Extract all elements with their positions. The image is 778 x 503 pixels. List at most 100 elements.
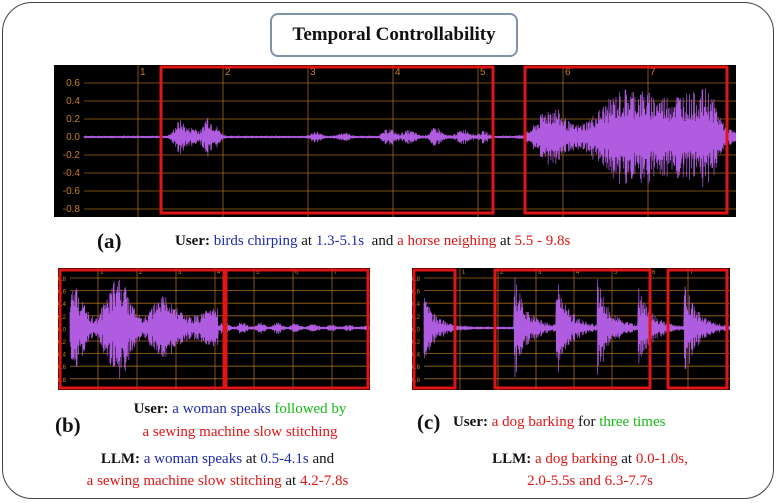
x-tick-label: 6 (565, 67, 571, 78)
panel-c-llm-line2: 2.0-5.5s and 6.3-7.7s (420, 473, 760, 490)
y-tick-label: 0.2 (412, 315, 421, 321)
event-dog: a dog barking (535, 451, 618, 467)
llm-label: LLM: (100, 451, 140, 467)
event-birds: birds chirping (213, 233, 298, 249)
x-tick-label: 7 (334, 270, 338, 276)
y-tick-label: 0.4 (66, 96, 80, 107)
time-bark1: 0.0-1.0s, (635, 451, 688, 467)
panel-a-caption: User: birds chirping at 1.3-5.1s and a h… (175, 233, 570, 250)
x-tick-label: 6 (652, 270, 656, 276)
x-tick-label: 1 (140, 67, 146, 78)
waveform-trace (83, 88, 736, 188)
y-tick-label: -0.6 (63, 186, 81, 197)
waveform-b: 0.8 0.6 0.4 0.2 0.0 -0.2 -0.4 -0.6 -0.8 1 2 3 4 5 6 7 (58, 268, 370, 390)
figure-title: Temporal Controllability (270, 13, 518, 57)
x-tick-label: 2 (500, 270, 504, 276)
event-horse: a horse neighing (397, 233, 497, 249)
x-tick-label: 6 (295, 270, 299, 276)
y-tick-label: -0.4 (63, 168, 81, 179)
x-tick-label: 4 (395, 67, 401, 78)
panel-c-llm-line1: LLM: a dog barking at 0.0-1.0s, (420, 451, 760, 468)
x-tick-label: 1 (100, 270, 104, 276)
and-text: and (308, 451, 335, 467)
x-tick-label: 5 (256, 270, 260, 276)
panel-b-llm-line1: LLM: a woman speaks at 0.5-4.1s and (40, 451, 395, 468)
at-text: at (297, 233, 316, 249)
and-text: and (364, 233, 398, 249)
waveform-a: 0.6 0.4 0.2 0.0 -0.2 -0.4 -0.6 -0.8 1 2 3 4 5 6 7 (54, 65, 736, 217)
x-tick-label: 5 (480, 67, 486, 78)
time-sewing: 4.2-7.8s (299, 473, 349, 489)
x-tick-label: 3 (310, 67, 316, 78)
y-tick-label: 0.0 (412, 327, 421, 333)
x-tick-label: 7 (650, 67, 656, 78)
panel-b-label: (b) (55, 413, 81, 437)
count-three: three times (599, 414, 666, 430)
panel-c-user-line: User: a dog barking for three times (453, 414, 665, 431)
y-tick-label: -0.2 (412, 340, 421, 346)
followed-by: followed by (270, 401, 347, 417)
y-tick-label: 0.0 (66, 132, 80, 143)
y-tick-label: 0.2 (66, 114, 80, 125)
event-woman: a woman speaks (172, 401, 271, 417)
y-tick-label: 0.6 (58, 290, 67, 296)
at-text: at (617, 451, 636, 467)
y-tick-label: 0.8 (412, 277, 421, 283)
event-dog: a dog barking (491, 414, 575, 430)
user-label: User: (175, 233, 210, 249)
highlight-box (159, 65, 495, 215)
x-tick-label: 3 (178, 270, 182, 276)
y-tick-label: 0.0 (58, 327, 67, 333)
y-tick-label: -0.6 (58, 365, 67, 371)
x-tick-label: 2 (139, 270, 143, 276)
highlight-box (58, 268, 226, 390)
y-tick-label: -0.2 (63, 150, 81, 161)
y-tick-label: -0.6 (412, 365, 421, 371)
time-bark2: 2.0-5.5s (527, 473, 576, 489)
y-tick-label: 0.6 (66, 78, 80, 89)
time-bark3: 6.3-7.7s (604, 473, 653, 489)
y-tick-label: 0.8 (58, 277, 67, 283)
highlight-box (412, 268, 457, 390)
x-tick-label: 7 (690, 270, 694, 276)
y-tick-label: 0.4 (412, 302, 421, 308)
y-tick-label: -0.8 (63, 204, 81, 215)
y-tick-label: 0.4 (58, 302, 67, 308)
highlight-box (666, 268, 729, 390)
at-text: at (281, 473, 300, 489)
highlight-box (224, 268, 370, 390)
highlight-box (493, 268, 652, 390)
time-horse: 5.5 - 9.8s (514, 233, 571, 249)
event-woman: a woman speaks (143, 451, 243, 467)
panel-a-label: (a) (97, 229, 122, 253)
panel-b-user-line1: User: a woman speaks followed by (80, 401, 400, 418)
y-tick-label: 0.6 (412, 290, 421, 296)
x-tick-label: 2 (225, 67, 231, 78)
panel-b-user-line2: a sewing machine slow stitching (80, 424, 400, 441)
user-label: User: (453, 414, 488, 430)
user-label: User: (133, 401, 169, 417)
event-sewing: a sewing machine slow stitching (142, 424, 338, 440)
y-tick-label: -0.4 (412, 353, 421, 359)
y-tick-label: 0.2 (58, 315, 67, 321)
x-tick-label: 5 (614, 270, 618, 276)
llm-label: LLM: (492, 451, 532, 467)
waveform-c: 0.8 0.6 0.4 0.2 0.0 -0.2 -0.4 -0.6 -0.8 1 2 3 4 5 6 7 (412, 268, 730, 390)
x-tick-label: 1 (462, 270, 466, 276)
x-tick-label: 4 (576, 270, 580, 276)
for-text: for (574, 414, 600, 430)
at-text: at (496, 233, 515, 249)
and-text: and (575, 473, 605, 489)
y-tick-label: -0.8 (412, 378, 421, 384)
time-woman: 0.5-4.1s (260, 451, 309, 467)
waveform-trace (69, 279, 370, 380)
time-birds: 1.3-5.1s (315, 233, 365, 249)
y-tick-label: -0.4 (58, 353, 67, 359)
at-text: at (242, 451, 261, 467)
x-tick-label: 4 (217, 270, 221, 276)
panel-c-label: (c) (417, 410, 441, 434)
y-tick-label: -0.2 (58, 340, 67, 346)
x-tick-label: 3 (538, 270, 542, 276)
y-tick-label: -0.8 (58, 378, 67, 384)
